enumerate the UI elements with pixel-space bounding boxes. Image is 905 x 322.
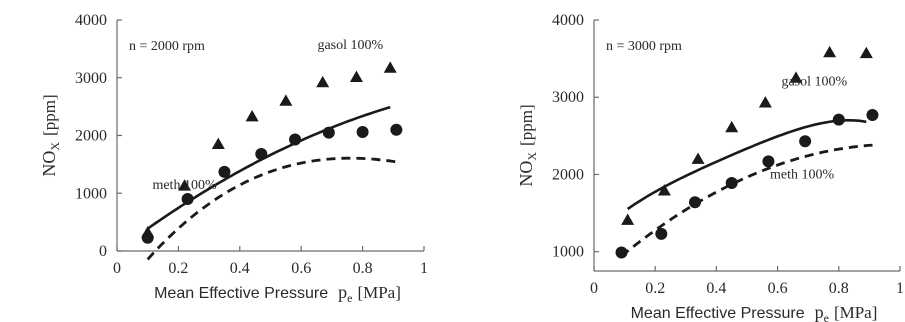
x-tick-label: 0.2	[168, 260, 188, 277]
data-point-circle	[390, 123, 403, 136]
y-tick-label: 4000	[75, 12, 107, 29]
x-tick-label: 1	[420, 260, 428, 277]
data-point-circle	[181, 193, 194, 206]
data-point-circle	[615, 246, 628, 259]
data-point-circle	[255, 147, 268, 160]
data-point-circle	[799, 135, 812, 148]
trend-line	[626, 119, 867, 211]
x-tick-label: 0.8	[353, 260, 373, 277]
data-point-circle	[289, 133, 302, 146]
x-tick-label: 0	[590, 280, 598, 297]
y-tick-label: 3000	[552, 89, 584, 106]
data-point-circle	[762, 155, 775, 168]
chart-1: 0 1000 2000 3000 4000 0 0.2 0.4 0.6 0.8 1 Mean Effe…	[39, 12, 428, 305]
x-tick-label: 0.4	[230, 260, 250, 277]
x-tick-label: 0.6	[291, 260, 311, 277]
rpm-annotation: n = 2000 rpm	[129, 39, 205, 54]
data-point-triangle	[316, 75, 330, 88]
data-point-circle	[356, 126, 369, 139]
y-tick-label: 1000	[552, 244, 584, 261]
data-point-triangle	[621, 213, 635, 225]
data-point-circle	[725, 176, 738, 189]
data-point-circle	[655, 227, 668, 240]
series-2	[615, 108, 879, 259]
x-tick-label: 1	[896, 280, 904, 297]
data-point-triangle	[823, 45, 837, 58]
data-point-circle	[832, 113, 845, 126]
y-tick-label: 2000	[552, 166, 584, 183]
series-label: gasol 100%	[317, 38, 383, 53]
rpm-annotation: n = 3000 rpm	[606, 39, 682, 54]
data-point-circle	[141, 231, 154, 244]
data-point-triangle	[383, 61, 397, 73]
data-point-triangle	[758, 96, 772, 108]
data-point-triangle	[245, 109, 259, 122]
series-label: gasol 100%	[781, 75, 847, 90]
x-tick-label: 0.6	[768, 280, 788, 297]
x-axis-label: Mean Effective Pressure pe [MPa]	[631, 302, 878, 322]
data-point-triangle	[859, 46, 873, 59]
data-point-triangle	[691, 152, 705, 164]
data-point-circle	[218, 165, 231, 178]
x-tick-label: 0.8	[829, 280, 849, 297]
chart-2: 1000 2000 3000 4000 0 0.2 0.4 0.6 0.8 1 Mean Effec…	[516, 12, 904, 322]
series-2	[141, 123, 403, 261]
series-label: meth 100%	[152, 178, 216, 193]
trend-line	[146, 156, 397, 261]
data-point-triangle	[349, 70, 363, 83]
data-point-circle	[866, 108, 879, 121]
series-1	[621, 45, 873, 225]
x-tick-label: 0.4	[706, 280, 726, 297]
x-tick-label: 0.2	[645, 280, 665, 297]
y-tick-label: 0	[99, 243, 107, 260]
series-label: meth 100%	[770, 167, 834, 182]
trend-line	[620, 143, 873, 258]
data-point-triangle	[178, 179, 192, 191]
series-1	[141, 61, 397, 238]
data-point-circle	[688, 196, 701, 209]
data-point-triangle	[657, 184, 671, 196]
x-tick-label: 0	[113, 260, 121, 277]
data-point-triangle	[789, 71, 803, 83]
y-tick-label: 1000	[75, 185, 107, 202]
data-point-triangle	[211, 137, 225, 150]
data-point-circle	[322, 126, 335, 139]
y-tick-label: 3000	[75, 70, 107, 87]
y-tick-label: 4000	[552, 12, 584, 29]
data-point-triangle	[279, 94, 293, 106]
y-tick-label: 2000	[75, 128, 107, 145]
y-axis-label: NOX[ppm]	[516, 104, 539, 186]
x-axis-label: Mean Effective Pressure pe [MPa]	[154, 282, 401, 305]
trend-line	[146, 105, 391, 230]
data-point-triangle	[725, 120, 739, 133]
y-axis-label: NOX[ppm]	[39, 94, 62, 176]
